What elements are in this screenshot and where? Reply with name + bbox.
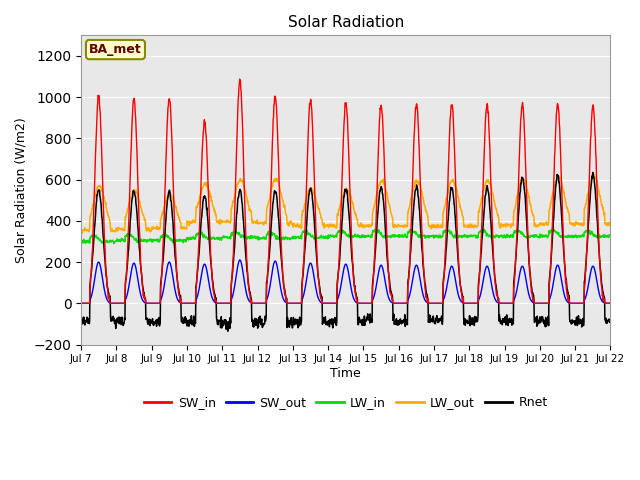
LW_out xyxy=(428,223,436,229)
Rnet xyxy=(607,317,614,323)
LW_in xyxy=(195,231,203,237)
LW_out xyxy=(497,221,505,227)
LW_out xyxy=(79,230,86,236)
Line: Rnet: Rnet xyxy=(81,172,611,331)
SW_out xyxy=(607,300,614,306)
SW_out xyxy=(182,300,190,306)
Line: LW_in: LW_in xyxy=(81,229,611,243)
LW_in xyxy=(607,233,614,239)
Text: BA_met: BA_met xyxy=(89,43,142,56)
LW_in xyxy=(548,226,556,232)
SW_out xyxy=(195,288,203,293)
Rnet xyxy=(497,320,505,325)
SW_in xyxy=(544,300,552,306)
Line: LW_out: LW_out xyxy=(81,174,611,233)
SW_in xyxy=(77,300,85,306)
SW_out xyxy=(77,300,85,306)
Rnet xyxy=(544,321,552,327)
LW_out xyxy=(182,226,190,232)
LW_out xyxy=(77,227,85,233)
LW_out xyxy=(195,197,203,203)
SW_out xyxy=(255,300,262,306)
SW_out xyxy=(497,300,505,306)
LW_out xyxy=(255,220,262,226)
Rnet xyxy=(224,328,232,334)
Rnet xyxy=(428,316,436,322)
Y-axis label: Solar Radiation (W/m2): Solar Radiation (W/m2) xyxy=(15,117,28,263)
LW_in xyxy=(255,236,262,242)
SW_in xyxy=(195,239,203,245)
LW_out xyxy=(589,171,597,177)
Rnet xyxy=(255,324,262,330)
SW_in xyxy=(236,76,244,82)
LW_in xyxy=(497,234,505,240)
Rnet xyxy=(195,252,203,258)
SW_out xyxy=(544,300,552,306)
SW_in xyxy=(607,300,614,306)
LW_in xyxy=(77,240,85,245)
Rnet xyxy=(77,321,85,326)
Line: SW_out: SW_out xyxy=(81,260,611,303)
SW_in xyxy=(255,300,262,306)
SW_in xyxy=(497,300,505,306)
Line: SW_in: SW_in xyxy=(81,79,611,303)
LW_out xyxy=(544,222,552,228)
X-axis label: Time: Time xyxy=(330,367,361,380)
LW_out xyxy=(607,219,614,225)
LW_in xyxy=(182,236,190,242)
LW_in xyxy=(544,233,552,239)
Rnet xyxy=(589,169,596,175)
SW_in xyxy=(182,300,190,306)
Title: Solar Radiation: Solar Radiation xyxy=(287,15,404,30)
SW_out xyxy=(236,257,244,263)
LW_in xyxy=(428,233,436,239)
Rnet xyxy=(182,315,190,321)
LW_in xyxy=(110,240,118,246)
SW_in xyxy=(428,300,436,306)
Legend: SW_in, SW_out, LW_in, LW_out, Rnet: SW_in, SW_out, LW_in, LW_out, Rnet xyxy=(139,391,553,414)
SW_out xyxy=(428,300,436,306)
